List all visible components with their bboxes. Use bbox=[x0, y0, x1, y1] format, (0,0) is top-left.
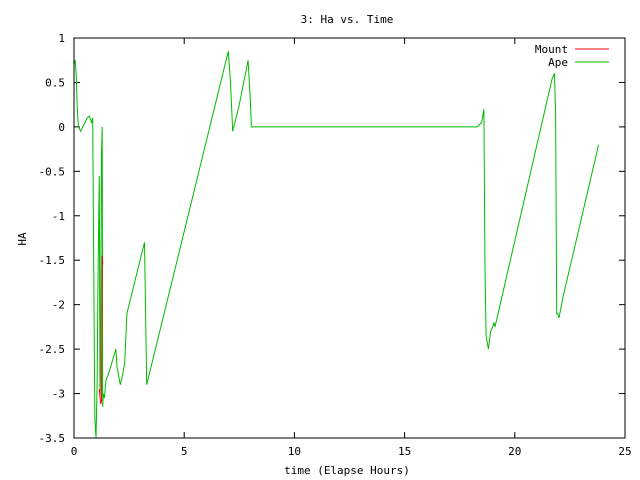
y-tick-label: -1 bbox=[52, 210, 65, 223]
y-tick-label: 1 bbox=[58, 32, 65, 45]
y-tick-label: -2 bbox=[52, 299, 65, 312]
axis-ticks: 0 5 10 15 20 25 1 0.5 0 -0.5 -1 -1.5 -2 -2.5 -3 -3.5 bbox=[39, 32, 632, 458]
y-tick-label: -1.5 bbox=[39, 254, 66, 267]
y-tick-label: -2.5 bbox=[39, 343, 66, 356]
plot-frame bbox=[73, 37, 626, 439]
y-tick-label: 0.5 bbox=[45, 76, 65, 89]
x-tick-label: 0 bbox=[71, 445, 78, 458]
x-tick-label: 5 bbox=[181, 445, 188, 458]
y-tick-label: -3.5 bbox=[39, 432, 66, 445]
series-line-mount bbox=[98, 255, 104, 405]
y-tick-label: -0.5 bbox=[39, 165, 66, 178]
legend-label-mount: Mount bbox=[535, 43, 568, 56]
series-line-ape bbox=[73, 51, 600, 439]
legend-label-ape: Ape bbox=[548, 56, 568, 69]
x-axis-label: time (Elapse Hours) bbox=[284, 464, 410, 477]
y-tick-label: -3 bbox=[52, 388, 65, 401]
x-tick-label: 10 bbox=[288, 445, 301, 458]
x-tick-label: 25 bbox=[618, 445, 631, 458]
x-tick-label: 15 bbox=[398, 445, 411, 458]
y-tick-label: 0 bbox=[58, 121, 65, 134]
series-group bbox=[73, 51, 600, 439]
y-axis-label: HA bbox=[16, 232, 29, 246]
x-tick-label: 20 bbox=[508, 445, 521, 458]
chart-title: 3: Ha vs. Time bbox=[301, 13, 394, 26]
